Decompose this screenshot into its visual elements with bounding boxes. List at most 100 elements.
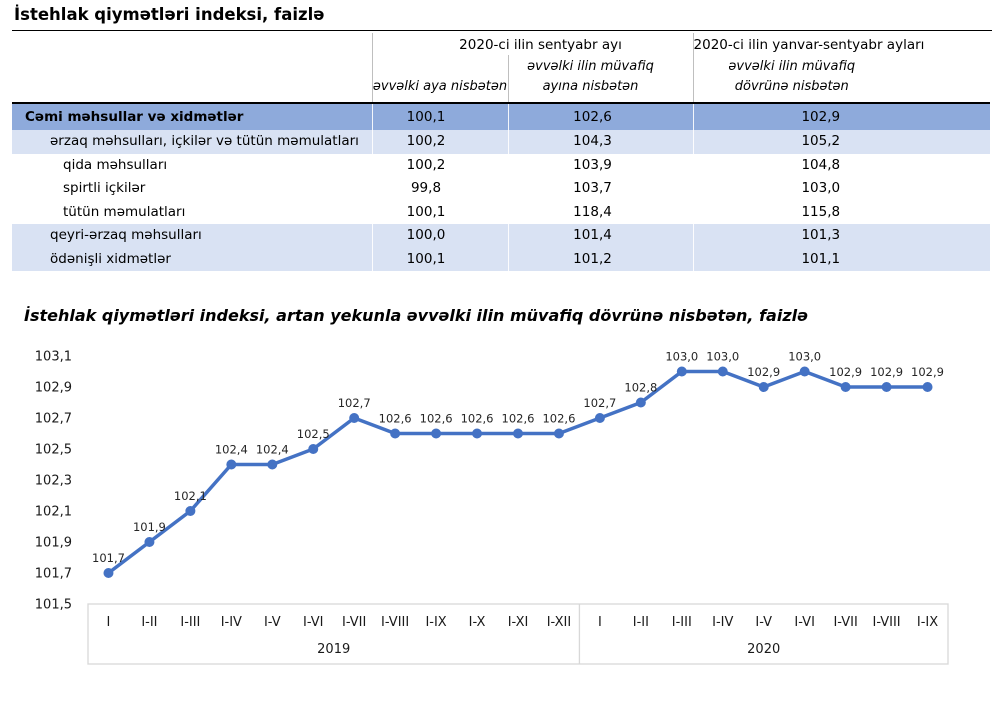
subheader-label: əvvəlki ilin müvafiq dövrünə nisbətən — [728, 59, 856, 94]
data-label: 102,7 — [583, 396, 616, 410]
row-label: ərzaq məhsulları, içkilər və tütün məmul… — [50, 133, 359, 150]
table-row: ödənişli xidmətlər 100,1 101,2 101,1 — [12, 247, 991, 272]
sub-header-row: əvvəlki aya nisbətən əvvəlki ilin müvafi… — [12, 55, 991, 104]
subheader-vs-prev-month: əvvəlki aya nisbətən — [371, 55, 508, 104]
table-row: qeyri-ərzaq məhsulları 100,0 101,4 101,3 — [12, 224, 991, 248]
subheader-label: əvvəlki aya nisbətən — [372, 78, 508, 94]
row-value: 100,0 — [371, 224, 508, 248]
data-point — [390, 428, 401, 439]
x-tick-label: I-IX — [917, 615, 938, 630]
x-tick-label: I — [598, 615, 602, 630]
data-label: 103,0 — [665, 350, 698, 364]
row-value: 115,8 — [692, 200, 991, 225]
data-label: 101,7 — [92, 551, 125, 565]
data-label: 102,1 — [174, 489, 207, 503]
y-tick-label: 102,7 — [35, 412, 72, 427]
row-value: 100,1 — [371, 103, 508, 131]
row-label: qeyri-ərzaq məhsulları — [50, 227, 202, 244]
row-label: spirtli içkilər — [63, 180, 146, 197]
data-point — [635, 397, 646, 408]
row-value: 103,0 — [692, 177, 991, 201]
data-label: 102,6 — [420, 412, 453, 426]
y-tick-label: 101,7 — [35, 567, 72, 582]
subheader-vs-same-period-prev-year: əvvəlki ilin müvafiq dövrünə nisbətən — [692, 55, 991, 104]
data-point — [185, 506, 196, 516]
data-point — [513, 428, 523, 439]
data-point — [553, 428, 564, 439]
row-value: 100,1 — [371, 200, 508, 225]
row-value: 100,1 — [371, 247, 508, 272]
x-tick-label: I-III — [180, 615, 200, 630]
y-tick-label: 101,5 — [35, 598, 72, 613]
data-point — [472, 428, 483, 439]
data-point — [594, 413, 605, 423]
row-label: qida məhsulları — [63, 156, 168, 173]
x-tick-label: I-VII — [342, 615, 366, 630]
row-label: Cəmi məhsullar və xidmətlər — [25, 109, 244, 125]
x-tick-label: I-II — [633, 615, 649, 630]
empty-header-cell — [12, 55, 372, 104]
data-point — [226, 459, 237, 470]
cpi-table-header: 2020-ci ilin sentyabr ayı 2020-ci ilin y… — [12, 33, 991, 104]
data-point — [840, 382, 851, 392]
x-tick-label: I-X — [469, 615, 486, 630]
row-value: 103,7 — [507, 177, 694, 201]
row-value: 100,2 — [371, 130, 508, 154]
column-group-row: 2020-ci ilin sentyabr ayı 2020-ci ilin y… — [12, 33, 991, 55]
x-tick-label: I-VIII — [381, 615, 409, 630]
column-group-jan-september: 2020-ci ilin yanvar-sentyabr ayları — [692, 33, 991, 55]
cpi-table: 2020-ci ilin sentyabr ayı 2020-ci ilin y… — [12, 33, 991, 272]
data-point — [103, 568, 114, 578]
y-tick-label: 101,9 — [35, 536, 72, 551]
data-label: 102,9 — [911, 365, 944, 379]
row-value: 103,9 — [507, 153, 694, 178]
x-tick-label: I-II — [141, 615, 157, 630]
data-point — [881, 382, 892, 392]
y-tick-label: 102,3 — [35, 474, 72, 489]
chart-title: İstehlak qiymətləri indeksi, artan yekun… — [24, 306, 808, 325]
column-group-september: 2020-ci ilin sentyabr ayı — [371, 33, 694, 55]
x-tick-label: I-IV — [221, 615, 242, 630]
data-label: 102,4 — [256, 443, 289, 457]
table-row: Cəmi məhsullar və xidmətlər 100,1 102,6 102… — [12, 103, 991, 131]
y-tick-label: 102,5 — [35, 443, 72, 458]
data-point — [267, 459, 278, 470]
row-value: 104,8 — [692, 153, 991, 178]
table-title: İstehlak qiymətləri indeksi, faizlə — [12, 5, 992, 31]
y-tick-label: 103,1 — [35, 350, 72, 365]
data-point — [922, 382, 933, 392]
empty-header-cell — [12, 33, 372, 55]
row-label: tütün məmulatları — [63, 203, 186, 220]
series-line — [106, 369, 930, 575]
data-point — [431, 428, 442, 439]
data-label: 102,6 — [502, 412, 535, 426]
table-row: spirtli içkilər 99,8 103,7 103,0 — [12, 177, 991, 201]
cpi-line-chart: 101,5 101,7 101,9 102,1 102,3 102,5 102,7 102,9… — [35, 350, 949, 665]
x-tick-label: I-V — [264, 615, 281, 630]
data-label: 102,6 — [461, 412, 494, 426]
row-value: 104,3 — [507, 130, 694, 154]
table-row: tütün məmulatları 100,1 118,4 115,8 — [12, 200, 991, 225]
x-tick-label: I — [107, 615, 111, 630]
data-label: 102,9 — [870, 365, 903, 379]
data-point — [144, 537, 155, 547]
data-point — [799, 366, 810, 377]
data-label: 103,0 — [706, 350, 739, 364]
data-label: 102,7 — [338, 396, 371, 410]
x-axis-box — [87, 603, 949, 665]
data-point — [758, 382, 769, 392]
row-value: 100,2 — [371, 153, 508, 178]
cpi-table-body: Cəmi məhsullar və xidmətlər 100,1 102,6 102… — [12, 103, 991, 272]
x-tick-label: I-III — [672, 615, 692, 630]
data-label: 102,6 — [542, 412, 575, 426]
row-value: 102,6 — [507, 103, 694, 131]
x-tick-label: I-IX — [425, 615, 446, 630]
data-label: 102,9 — [747, 365, 780, 379]
data-label: 102,6 — [379, 412, 412, 426]
year-label: 2019 — [317, 642, 350, 657]
y-tick-label: 102,9 — [35, 381, 72, 396]
subheader-vs-same-month-prev-year: əvvəlki ilin müvafiq ayına nisbətən — [507, 55, 694, 104]
data-label: 102,8 — [624, 381, 657, 395]
row-label: ödənişli xidmətlər — [50, 250, 171, 267]
